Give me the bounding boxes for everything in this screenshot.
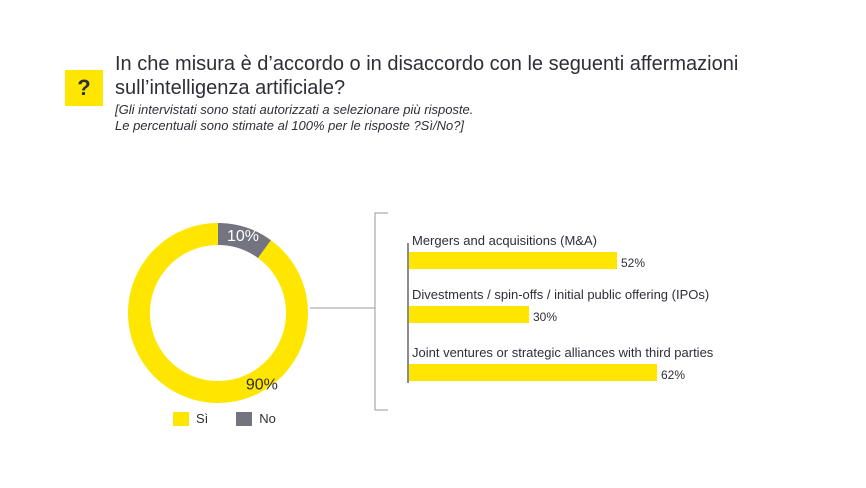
bar bbox=[409, 252, 617, 269]
bar bbox=[409, 306, 529, 323]
bracket bbox=[374, 212, 388, 411]
legend-label-no: No bbox=[259, 411, 276, 426]
legend-swatch-si bbox=[173, 411, 189, 426]
bar-value-label: 30% bbox=[533, 310, 557, 324]
donut-slice-no bbox=[218, 223, 271, 258]
page-title: In che misura è d’accordo o in disaccord… bbox=[115, 53, 739, 99]
legend-label-si: Sì bbox=[196, 411, 209, 426]
donut-label-si: 90% bbox=[246, 377, 278, 394]
bar-label: Joint ventures or strategic alliances wi… bbox=[412, 345, 714, 360]
bar-label: Mergers and acquisitions (M&A) bbox=[412, 233, 597, 248]
bar bbox=[409, 364, 657, 381]
donut-chart: 90% 10% bbox=[127, 223, 308, 403]
bar-label: Divestments / spin-offs / initial public… bbox=[412, 287, 709, 302]
bar-chart: Mergers and acquisitions (M&A) 52% Divestm… bbox=[310, 212, 714, 411]
donut-slice-si bbox=[127, 223, 308, 403]
bar-value-label: 62% bbox=[661, 368, 685, 382]
legend-swatch-no bbox=[236, 411, 253, 426]
page-subtitle: [Gli intervistati sono stati autorizzati… bbox=[115, 102, 474, 133]
bar-value-label: 52% bbox=[621, 256, 645, 270]
question-icon: ? bbox=[65, 70, 103, 106]
donut-label-no: 10% bbox=[227, 228, 259, 245]
legend: Sì No bbox=[173, 411, 304, 426]
